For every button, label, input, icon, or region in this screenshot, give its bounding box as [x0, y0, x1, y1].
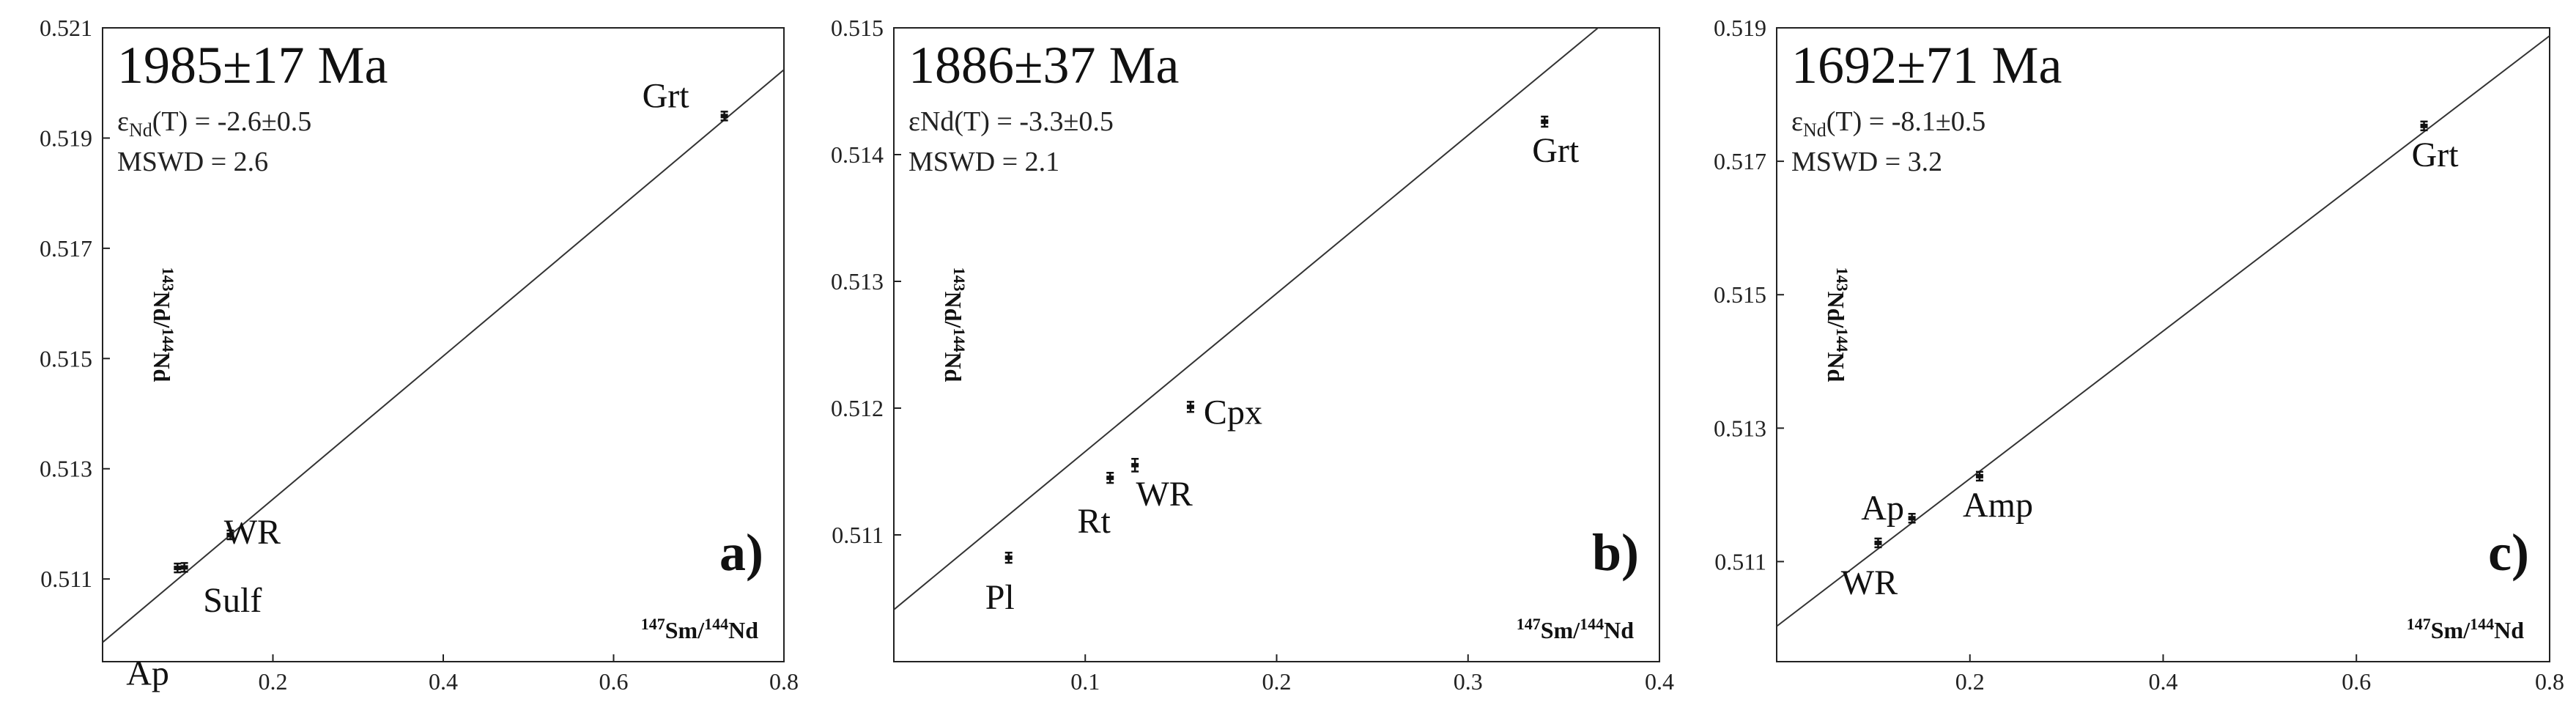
point-label: Amp: [1963, 486, 2033, 525]
point-label: Grt: [1532, 131, 1580, 170]
y-tick-label: 0.515: [1714, 281, 1766, 308]
point-label: Grt: [2412, 136, 2460, 174]
age-title: 1886±37 Ma: [908, 36, 1180, 95]
y-tick-label: 0.513: [831, 268, 884, 295]
isochron-line: [894, 28, 1599, 610]
panel-letter: b): [1592, 523, 1639, 582]
x-tick-label: 0.8: [2535, 668, 2564, 695]
point-label: Grt: [643, 76, 690, 115]
x-tick-label: 0.1: [1070, 668, 1100, 695]
epsilon-nd-value: εNd(T) = -3.3±0.5: [908, 106, 1114, 137]
x-tick-label: 0.4: [429, 668, 458, 695]
y-axis-label: 143Nd/144Nd: [940, 267, 969, 382]
mswd-value: MSWD = 2.6: [117, 147, 268, 177]
y-tick-label: 0.511: [832, 522, 884, 548]
isochron-line: [103, 69, 784, 643]
data-point-amp: [1975, 470, 1983, 482]
y-tick-label: 0.517: [1714, 148, 1766, 174]
panel-letter: a): [719, 523, 763, 582]
x-axis-label: 147Sm/144Nd: [2407, 615, 2524, 643]
data-point-sulf: [174, 562, 182, 574]
x-tick-label: 0.4: [1645, 668, 1674, 695]
x-tick-label: 0.8: [769, 668, 799, 695]
point-label: Cpx: [1204, 393, 1262, 432]
x-tick-label: 0.2: [1955, 668, 1985, 695]
isochron-line: [1777, 35, 2550, 627]
y-tick-label: 0.513: [40, 456, 92, 482]
x-axis-label: 147Sm/144Nd: [1517, 615, 1634, 643]
x-tick-label: 0.4: [2149, 668, 2178, 695]
data-point-ap: [180, 562, 188, 573]
y-tick-label: 0.514: [831, 141, 884, 168]
data-point-ap: [1908, 512, 1916, 524]
y-tick-label: 0.515: [40, 345, 92, 371]
x-tick-label: 0.2: [1262, 668, 1292, 695]
point-label: Ap: [126, 654, 169, 692]
point-label: WR: [1136, 475, 1193, 514]
y-tick-label: 0.519: [40, 125, 92, 151]
mswd-value: MSWD = 2.1: [908, 147, 1059, 177]
age-title: 1985±17 Ma: [117, 36, 388, 95]
x-tick-label: 0.6: [599, 668, 629, 695]
point-label: WR: [224, 513, 281, 552]
mswd-value: MSWD = 3.2: [1791, 147, 1942, 177]
epsilon-nd-value: εNd(T) = -8.1±0.5: [1791, 106, 1985, 141]
y-tick-label: 0.511: [1714, 548, 1766, 574]
panel-b: 0.1 0.2 0.3 0.4 0.511 0.512 0.513 0.514 0.515 Grt…: [831, 15, 1674, 695]
y-tick-label: 0.515: [831, 15, 884, 41]
data-point-wr: [1874, 537, 1882, 549]
x-tick-label: 0.6: [2342, 668, 2371, 695]
age-title: 1692±71 Ma: [1791, 36, 2062, 95]
y-axis-label: 143Nd/144Nd: [1823, 267, 1851, 382]
data-point-cpx: [1186, 401, 1194, 413]
y-tick-label: 0.521: [40, 15, 92, 41]
data-point-grt: [2420, 120, 2428, 132]
panel-letter: c): [2488, 523, 2529, 582]
y-axis-label: 143Nd/144Nd: [149, 267, 177, 382]
panel-a: 0.2 0.4 0.6 0.8 0.511 0.513 0.515 0.517 0.519 0.5…: [40, 15, 799, 695]
point-label: Sulf: [203, 581, 262, 620]
y-tick-label: 0.511: [40, 566, 92, 592]
x-tick-label: 0.3: [1454, 668, 1483, 695]
y-tick-label: 0.519: [1714, 15, 1766, 41]
epsilon-nd-value: εNd(T) = -2.6±0.5: [117, 106, 311, 141]
data-point-pl: [1004, 551, 1013, 564]
point-label: Rt: [1078, 502, 1111, 541]
point-label: WR: [1841, 563, 1898, 602]
x-tick-label: 0.2: [259, 668, 288, 695]
data-point-grt: [1541, 115, 1549, 128]
data-point-wr: [226, 529, 234, 541]
y-tick-label: 0.513: [1714, 415, 1766, 441]
y-tick-label: 0.517: [40, 235, 92, 262]
point-label: Ap: [1861, 489, 1904, 528]
x-axis-label: 147Sm/144Nd: [641, 615, 758, 643]
data-point-rt: [1106, 471, 1114, 484]
data-point-wr: [1131, 457, 1139, 473]
panel-c: 0.2 0.4 0.6 0.8 0.511 0.513 0.515 0.517 0.519 Grt…: [1714, 15, 2564, 695]
data-point-grt: [720, 111, 728, 122]
point-label: Pl: [985, 578, 1015, 617]
y-tick-label: 0.512: [831, 395, 884, 421]
